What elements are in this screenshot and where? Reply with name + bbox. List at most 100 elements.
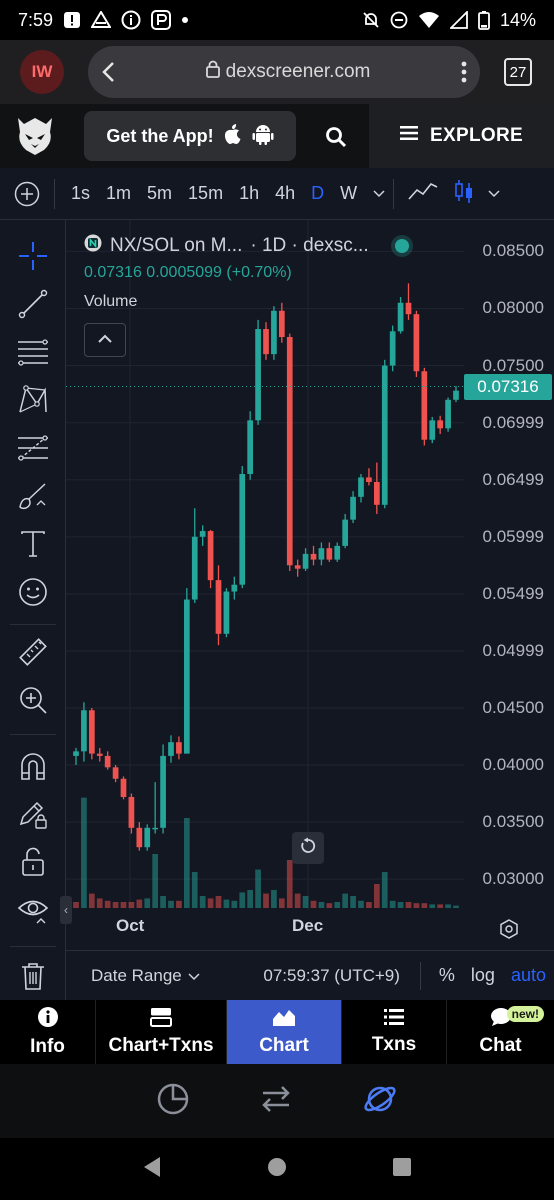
browser-menu-icon[interactable] — [448, 61, 480, 83]
brush-icon[interactable] — [0, 476, 66, 516]
y-tick-label: 0.05499 — [482, 583, 544, 603]
chat-bubble-icon — [490, 1007, 512, 1033]
candle — [326, 542, 333, 562]
volume-bar — [302, 896, 309, 908]
crosshair-icon[interactable] — [0, 236, 66, 276]
candle-body — [136, 827, 143, 848]
more-notifications-dot-icon — [181, 16, 189, 24]
timeframe-5m[interactable]: 5m — [147, 183, 173, 203]
android-back-icon[interactable] — [142, 1156, 162, 1183]
candle — [73, 747, 79, 766]
candle-body — [96, 753, 103, 756]
search-icon[interactable] — [318, 120, 354, 154]
candle — [88, 707, 95, 760]
line-chart-type-icon[interactable] — [394, 181, 448, 206]
tool-divider — [10, 946, 56, 947]
candle-body — [73, 751, 79, 756]
emoji-icon[interactable] — [0, 572, 66, 612]
collapse-legend-button[interactable] — [84, 323, 126, 357]
trend-line-icon[interactable] — [0, 284, 66, 324]
status-bar: 7:59 14% — [0, 0, 554, 40]
candle-body — [373, 481, 380, 505]
timeframe-15m[interactable]: 15m — [188, 183, 224, 203]
url-text[interactable]: dexscreener.com — [225, 61, 371, 82]
swap-arrows-icon[interactable] — [260, 1084, 292, 1119]
log-scale-toggle[interactable]: log — [470, 965, 495, 985]
chart-area[interactable]: NX/SOL on M... · 1D · dexsc... 0.07316 0… — [60, 220, 554, 950]
portfolio-pie-icon[interactable] — [156, 1082, 190, 1121]
ruler-icon[interactable] — [0, 632, 66, 672]
legend-interval: · 1D · dexsc... — [250, 235, 369, 256]
legend-change-abs: 0.0005099 — [146, 264, 222, 281]
android-home-icon[interactable] — [267, 1157, 287, 1182]
candle — [231, 576, 238, 600]
volume-bar — [207, 898, 214, 908]
tab-txns[interactable]: Txns — [342, 1000, 447, 1064]
volume-bar — [176, 900, 182, 908]
candle — [278, 302, 285, 343]
candle-body — [302, 553, 309, 569]
chart-settings-icon[interactable] — [498, 918, 520, 945]
explore-label: EXPLORE — [430, 125, 523, 146]
volume-bar — [334, 902, 341, 908]
timeframe-1s[interactable]: 1s — [71, 183, 91, 203]
timeframe-w[interactable]: W — [340, 183, 358, 203]
horizontal-lines-icon[interactable] — [0, 332, 66, 372]
candle-body — [112, 767, 119, 779]
add-symbol-icon[interactable] — [0, 181, 54, 207]
reset-chart-button[interactable] — [292, 832, 324, 864]
get-the-app-button[interactable]: Get the App! — [84, 111, 296, 161]
android-recents-icon[interactable] — [392, 1157, 412, 1182]
date-range-dropdown[interactable]: Date Range — [66, 966, 200, 986]
tab-chart[interactable]: Chart — [227, 1000, 342, 1064]
tab-chart-txns[interactable]: Chart+Txns — [96, 1000, 227, 1064]
candle-body — [405, 302, 412, 315]
candle-body — [358, 477, 364, 497]
chart-type-dropdown-chevron-icon[interactable] — [480, 185, 508, 203]
volume-bar — [81, 797, 87, 908]
text-tool-icon[interactable] — [0, 524, 66, 564]
magnet-icon[interactable] — [0, 746, 66, 786]
tab-switcher-button[interactable]: 27 — [504, 58, 532, 86]
tool-divider — [10, 624, 56, 625]
trash-icon[interactable] — [0, 956, 66, 996]
candle — [168, 735, 174, 763]
timeframe-d[interactable]: D — [311, 183, 325, 203]
explore-menu-button[interactable]: EXPLORE — [369, 104, 554, 168]
address-bar[interactable]: dexscreener.com — [88, 46, 480, 98]
chart-legend[interactable]: NX/SOL on M... · 1D · dexsc... — [84, 234, 409, 258]
info-icon — [121, 10, 141, 30]
volume-bar — [350, 896, 356, 908]
candle-chart-type-icon[interactable] — [448, 178, 480, 209]
visibility-eye-icon[interactable] — [0, 890, 66, 930]
y-tick-label: 0.06999 — [482, 412, 544, 432]
tab-info[interactable]: Info — [0, 1000, 96, 1064]
timeframe-1h[interactable]: 1h — [239, 183, 260, 203]
tab-chat[interactable]: new! Chat — [447, 1000, 554, 1064]
candle — [429, 416, 436, 444]
chart-clock[interactable]: 07:59:37 (UTC+9) — [263, 965, 400, 985]
candle-body — [88, 710, 95, 754]
auto-scale-toggle[interactable]: auto — [510, 965, 546, 985]
date-range-label: Date Range — [91, 965, 182, 985]
zoom-in-icon[interactable] — [0, 680, 66, 720]
expand-toolbar-chevron-icon[interactable]: ‹ — [60, 896, 72, 924]
back-icon[interactable] — [88, 61, 128, 83]
candle — [445, 397, 451, 432]
volume-bar — [104, 900, 111, 908]
profile-avatar[interactable]: IW — [20, 50, 64, 94]
candle — [199, 525, 206, 546]
timeframe-1m[interactable]: 1m — [106, 183, 132, 203]
candle-body — [413, 314, 420, 372]
dexscreener-logo-icon[interactable] — [16, 116, 54, 161]
timeframe-dropdown-chevron-icon[interactable] — [365, 185, 393, 203]
planet-explore-icon[interactable] — [362, 1081, 398, 1122]
timeframe-4h[interactable]: 4h — [275, 183, 296, 203]
pattern-tool-icon[interactable] — [0, 380, 66, 420]
percent-scale-toggle[interactable]: % — [438, 965, 455, 985]
forecast-tool-icon[interactable] — [0, 428, 66, 468]
unlock-icon[interactable] — [0, 842, 66, 882]
lock-drawing-pencil-icon[interactable] — [0, 794, 66, 834]
candle — [453, 386, 459, 403]
legend-symbol: NX/SOL on M... — [110, 235, 243, 256]
